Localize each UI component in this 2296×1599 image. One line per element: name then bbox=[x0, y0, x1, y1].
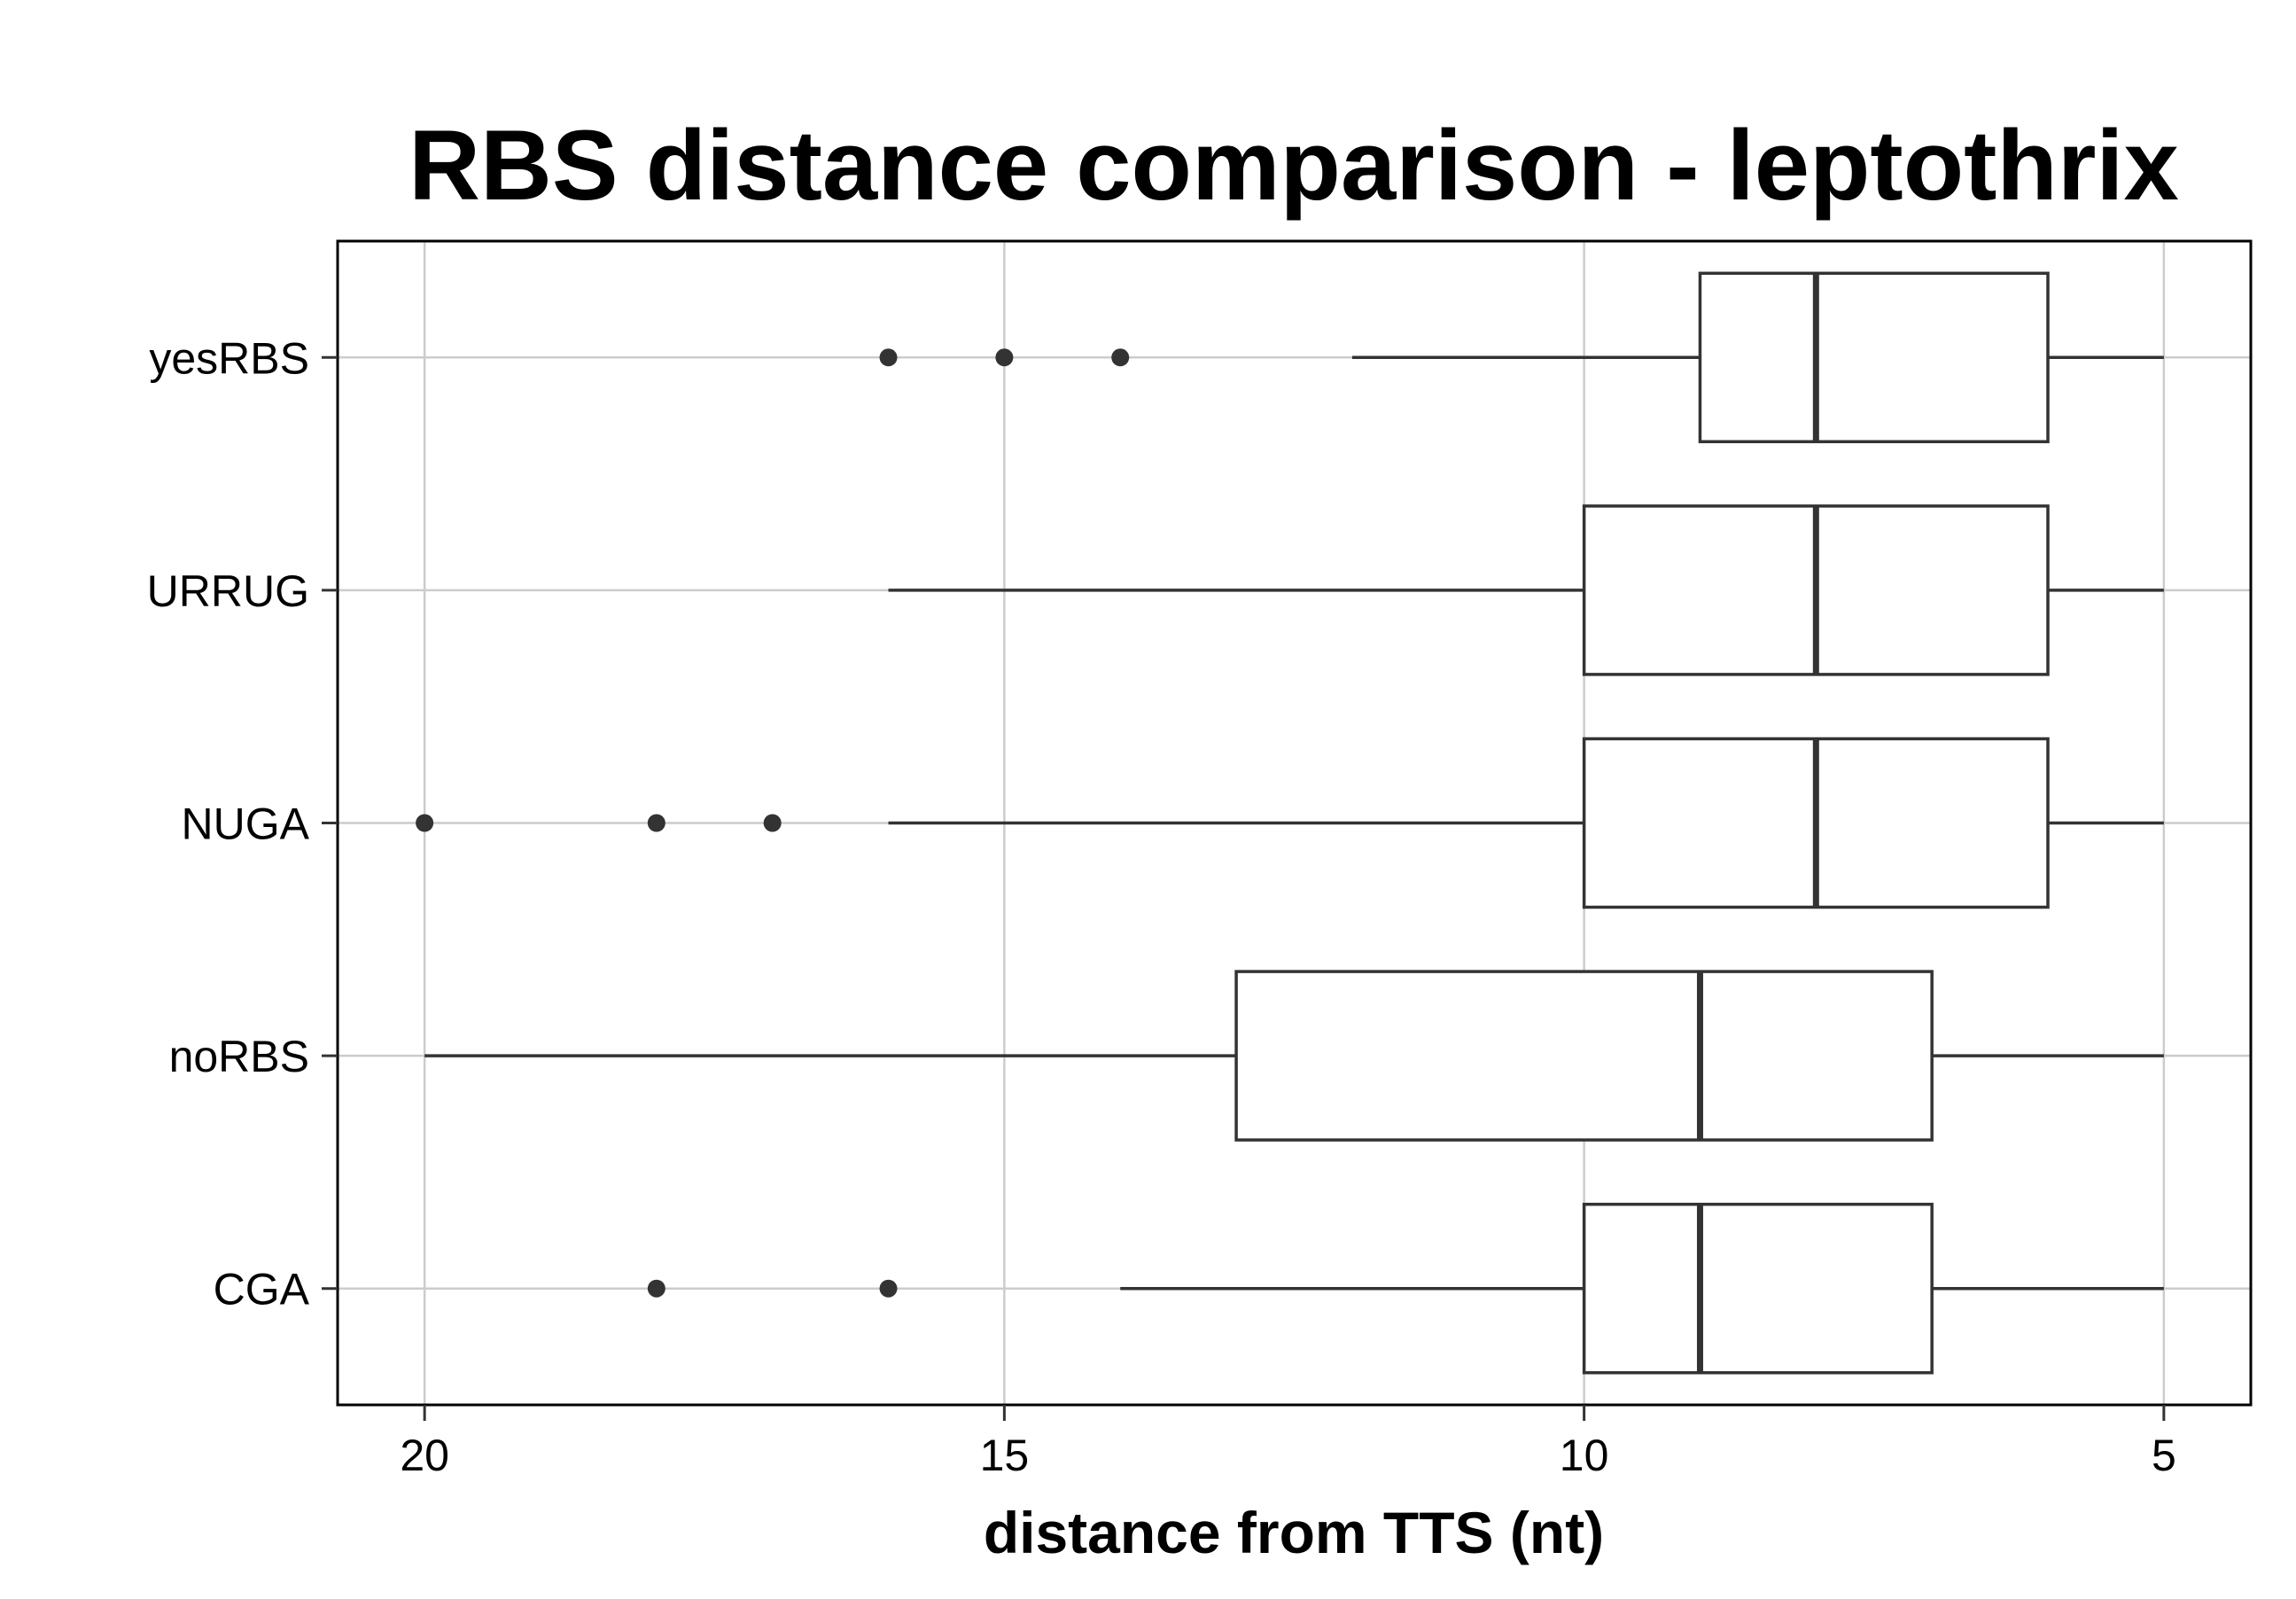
box-layer bbox=[416, 271, 2164, 1375]
y-tick-label: CGA bbox=[214, 1265, 310, 1314]
axis-ticks: 20 15 10 5 yesRBS URRUG NUGA noRBS CGA bbox=[147, 333, 2176, 1480]
outlier-point bbox=[995, 348, 1014, 367]
x-tick-label: 15 bbox=[980, 1431, 1030, 1480]
outlier-point bbox=[763, 814, 782, 832]
outlier-point bbox=[647, 1279, 665, 1298]
outlier-point bbox=[1111, 348, 1130, 367]
y-tick-label: URRUG bbox=[147, 566, 309, 616]
box-iqr bbox=[1582, 1202, 1934, 1375]
outlier-point bbox=[879, 1279, 898, 1298]
x-tick-label: 5 bbox=[2152, 1431, 2176, 1480]
x-tick-label: 10 bbox=[1560, 1431, 1609, 1480]
outlier-point bbox=[416, 814, 434, 832]
y-tick-label: NUGA bbox=[182, 800, 310, 849]
box-iqr bbox=[1698, 271, 2050, 444]
y-tick-label: yesRBS bbox=[149, 333, 309, 383]
outlier-point bbox=[647, 814, 665, 832]
chart-title: RBS distance comparison - leptothrix bbox=[409, 110, 2179, 221]
x-tick-label: 20 bbox=[400, 1431, 449, 1480]
box-iqr bbox=[1234, 970, 1934, 1142]
outlier-point bbox=[879, 348, 898, 367]
x-axis-title: distance from TTS (nt) bbox=[984, 1500, 1604, 1565]
y-tick-label: noRBS bbox=[169, 1032, 309, 1081]
